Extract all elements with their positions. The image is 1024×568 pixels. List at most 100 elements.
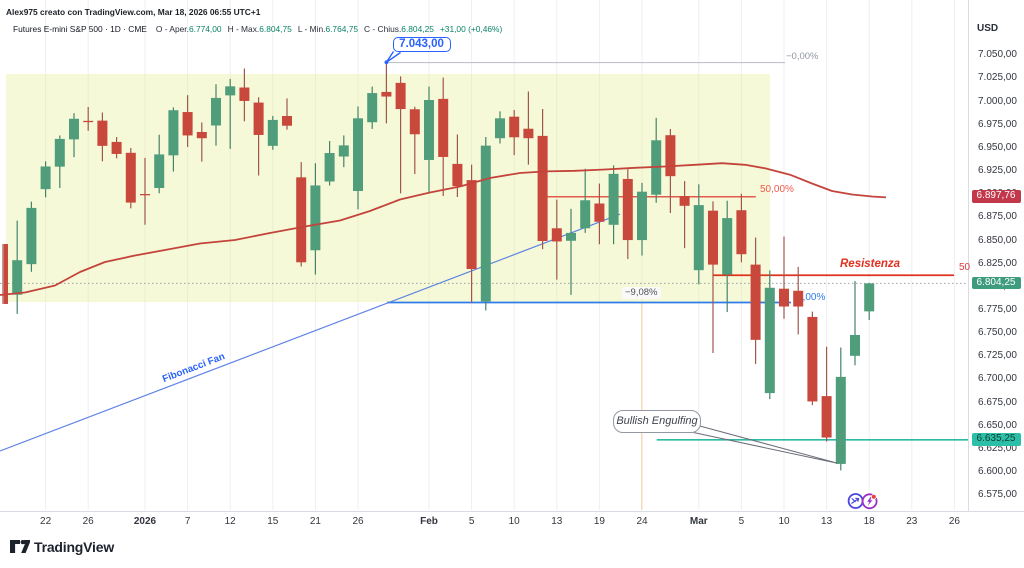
candle[interactable] bbox=[480, 137, 491, 311]
candle[interactable] bbox=[466, 164, 477, 303]
candle[interactable] bbox=[26, 201, 37, 272]
time-axis-label: 23 bbox=[906, 516, 918, 527]
tradingview-logo[interactable]: TradingView bbox=[10, 539, 114, 555]
candle[interactable] bbox=[438, 77, 449, 197]
candle[interactable] bbox=[622, 169, 633, 260]
candle[interactable] bbox=[750, 237, 761, 364]
candle[interactable] bbox=[225, 78, 236, 149]
time-axis-label: 24 bbox=[636, 516, 648, 527]
candle[interactable] bbox=[764, 270, 775, 400]
ohlc-item: L - Min.6.764,75 bbox=[297, 23, 359, 34]
trade-arrow-icon[interactable] bbox=[847, 493, 864, 509]
candle[interactable] bbox=[736, 193, 747, 263]
candle[interactable] bbox=[253, 97, 264, 176]
fib-level-lines[interactable] bbox=[387, 62, 791, 304]
time-axis[interactable]: 22 26 2026 7 12 15 21 26 Feb 5 10 13 19 24 Mar 5 10 13 18 2… bbox=[0, 511, 1024, 568]
candle[interactable] bbox=[679, 181, 690, 249]
candle[interactable] bbox=[54, 135, 65, 188]
candle[interactable] bbox=[779, 236, 789, 319]
candle[interactable] bbox=[807, 311, 818, 406]
candle[interactable] bbox=[495, 111, 505, 144]
candle[interactable] bbox=[367, 86, 378, 129]
price-axis-label: 6.975,00 bbox=[978, 118, 1017, 130]
candle[interactable] bbox=[665, 128, 676, 213]
time-axis-label: 10 bbox=[508, 516, 520, 527]
candle[interactable] bbox=[608, 165, 619, 245]
candle[interactable] bbox=[381, 62, 392, 124]
candle[interactable] bbox=[594, 183, 605, 245]
candle[interactable] bbox=[395, 76, 406, 194]
candle[interactable] bbox=[239, 68, 250, 122]
resistance-label[interactable]: Resistenza bbox=[840, 258, 901, 270]
notification-dot bbox=[870, 494, 877, 500]
candle[interactable] bbox=[693, 184, 704, 285]
candle[interactable] bbox=[324, 140, 335, 186]
bullish-engulfing-label[interactable]: Bullish Engulfing bbox=[613, 410, 701, 433]
time-axis-label: 7 bbox=[184, 516, 191, 527]
callout-pointer-lines bbox=[384, 51, 838, 464]
candle[interactable] bbox=[424, 86, 434, 192]
candlestick-series[interactable] bbox=[2, 62, 875, 471]
symbol-title[interactable]: Futures E-mini S&P 500 · 1D · CME bbox=[13, 23, 147, 34]
candle[interactable] bbox=[154, 134, 165, 194]
candle[interactable] bbox=[296, 162, 307, 267]
candle[interactable] bbox=[509, 109, 520, 156]
price-axis-label: 6.650,00 bbox=[978, 419, 1017, 431]
candle[interactable] bbox=[580, 168, 591, 233]
time-axis-label: 12 bbox=[224, 516, 236, 527]
time-axis-label: 19 bbox=[593, 516, 605, 527]
candle[interactable] bbox=[722, 200, 733, 313]
candle[interactable] bbox=[551, 199, 562, 280]
candle[interactable] bbox=[267, 115, 278, 150]
candle[interactable] bbox=[864, 282, 875, 320]
candle[interactable] bbox=[637, 182, 647, 256]
candle[interactable] bbox=[69, 113, 79, 158]
candle[interactable] bbox=[821, 346, 832, 442]
price-axis-label: 7.025,00 bbox=[978, 72, 1017, 84]
candle[interactable] bbox=[708, 201, 718, 354]
fib-zero-label: −0,00% bbox=[786, 51, 819, 62]
candle[interactable] bbox=[338, 135, 349, 168]
candle[interactable] bbox=[111, 137, 122, 159]
candle[interactable] bbox=[310, 163, 321, 275]
time-axis-label: 26 bbox=[948, 516, 960, 527]
percent-drop-label[interactable]: −9,08% bbox=[622, 286, 661, 299]
candle[interactable] bbox=[168, 107, 179, 172]
fibonacci-fan-line[interactable] bbox=[0, 213, 621, 452]
candle[interactable] bbox=[537, 109, 548, 250]
currency-label: USD bbox=[977, 23, 999, 34]
candle[interactable] bbox=[282, 98, 292, 130]
candle[interactable] bbox=[182, 95, 193, 148]
time-axis-label: 13 bbox=[551, 516, 563, 527]
candle[interactable] bbox=[97, 112, 108, 162]
lightning-icon[interactable] bbox=[861, 493, 878, 510]
moving-average-line[interactable] bbox=[0, 162, 887, 296]
candle[interactable] bbox=[835, 347, 846, 471]
candle[interactable] bbox=[850, 281, 860, 366]
candle[interactable] bbox=[523, 91, 534, 165]
ohlc-item: C - Chius.6.804,25 bbox=[364, 23, 434, 34]
price-axis-label: 6.700,00 bbox=[978, 373, 1017, 385]
candle[interactable] bbox=[409, 106, 420, 175]
symbol-legend[interactable]: Futures E-mini S&P 500 · 1D · CME O - Ape… bbox=[13, 24, 502, 34]
time-axis-label: 5 bbox=[468, 516, 475, 527]
candle[interactable] bbox=[793, 266, 804, 335]
candle[interactable] bbox=[83, 106, 94, 131]
candle[interactable] bbox=[125, 147, 136, 209]
candle[interactable] bbox=[353, 106, 363, 210]
blue-level-label: 0,00% bbox=[797, 292, 825, 303]
time-axis-label: 10 bbox=[778, 516, 790, 527]
price-callout[interactable]: 7.043,00 bbox=[392, 36, 451, 52]
candle[interactable] bbox=[140, 157, 150, 225]
price-axis[interactable]: 7.050,00 7.025,00 7.000,00 6.975,00 6.950,00… bbox=[968, 0, 1024, 511]
candle[interactable] bbox=[40, 161, 51, 198]
candle[interactable] bbox=[12, 220, 23, 314]
price-axis-label: 6.950,00 bbox=[978, 141, 1017, 153]
time-axis-label: Mar bbox=[689, 516, 708, 527]
price-axis-label: 6.575,00 bbox=[978, 489, 1017, 501]
candle[interactable] bbox=[566, 208, 576, 295]
candle[interactable] bbox=[211, 84, 221, 146]
candle[interactable] bbox=[196, 122, 207, 162]
